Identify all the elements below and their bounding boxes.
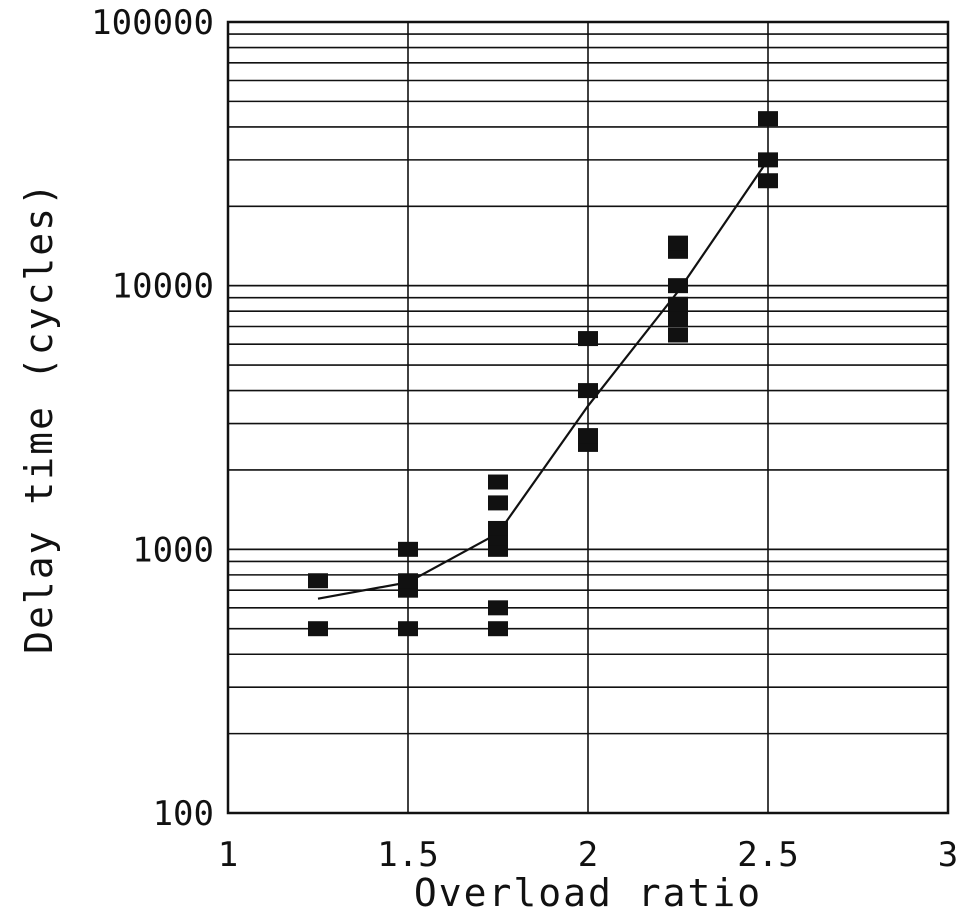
- data-point: [578, 383, 598, 399]
- y-tick-label: 100: [153, 794, 214, 834]
- data-point: [488, 495, 508, 511]
- x-tick-label: 2.5: [737, 835, 798, 875]
- y-tick-label: 100000: [91, 3, 214, 43]
- y-axis-title: Delay time (cycles): [17, 181, 61, 654]
- data-point: [488, 621, 508, 637]
- x-axis-title: Overload ratio: [414, 871, 762, 915]
- y-tick-labels: 100 1000 10000 100000: [91, 3, 214, 834]
- data-point: [668, 311, 688, 327]
- data-point: [398, 541, 418, 557]
- x-tick-labels: 1 1.5 2 2.5 3: [218, 835, 958, 875]
- data-point: [578, 428, 598, 444]
- data-point: [668, 327, 688, 343]
- x-tick-label: 1: [218, 835, 238, 875]
- x-tick-label: 3: [938, 835, 958, 875]
- data-point: [488, 600, 508, 616]
- data-point: [308, 621, 328, 637]
- data-points: [308, 111, 778, 637]
- data-point: [758, 152, 778, 168]
- trend-line: [317, 159, 769, 600]
- data-point: [398, 573, 418, 589]
- x-tick-label: 1.5: [377, 835, 438, 875]
- y-tick-label: 10000: [112, 267, 214, 307]
- data-point: [668, 278, 688, 294]
- data-point: [758, 173, 778, 189]
- y-tick-label: 1000: [132, 530, 214, 570]
- plot-frame: [226, 20, 950, 815]
- data-point: [488, 520, 508, 536]
- data-point: [398, 621, 418, 637]
- data-point: [758, 111, 778, 127]
- x-tick-label: 2: [578, 835, 598, 875]
- data-point: [668, 235, 688, 251]
- grid-lines: [228, 22, 948, 813]
- data-point: [308, 573, 328, 589]
- data-point: [668, 296, 688, 312]
- data-point: [578, 331, 598, 347]
- data-point: [488, 474, 508, 490]
